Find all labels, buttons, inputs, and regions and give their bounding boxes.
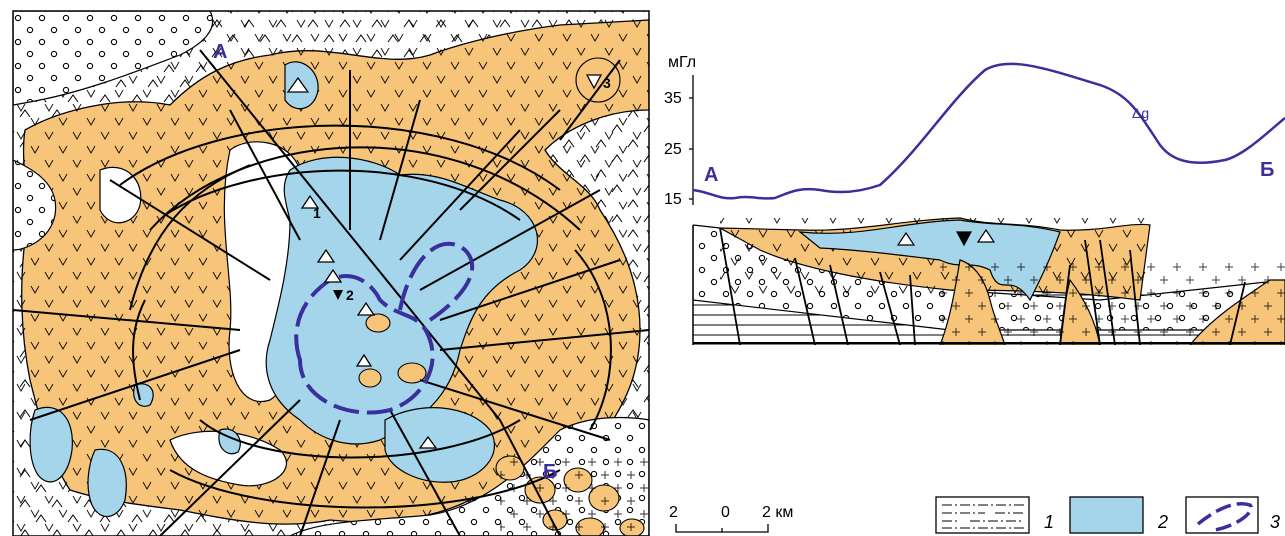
legend-number-1: 1 <box>1044 512 1054 532</box>
plus-pattern-area <box>500 455 649 536</box>
well-markers <box>286 76 438 449</box>
section-wells <box>896 228 996 247</box>
legend: 1 2 3 <box>935 496 1280 534</box>
well-markers-black <box>333 74 603 300</box>
legend-swatch-1 <box>935 496 1030 534</box>
legend-number-2: 2 <box>1157 512 1168 532</box>
curve-label: Δg <box>1132 105 1149 121</box>
scale-center: 0 <box>721 504 730 521</box>
section-faults <box>719 227 1246 345</box>
y-tick-25: 25 <box>664 141 682 158</box>
legend-pattern-1 <box>942 504 1024 529</box>
well-1-label: 1 <box>313 205 321 221</box>
legend-pattern-3 <box>1196 502 1253 532</box>
legend-item-1: 1 <box>935 496 1054 534</box>
delta-g-curve <box>692 62 1285 200</box>
scale-right: 2 км <box>762 504 793 521</box>
cross-section <box>693 217 1285 345</box>
profile-start-label: А <box>213 41 227 63</box>
geologic-map: А Б 1 2 3 <box>13 11 649 536</box>
sediment-top-left-pattern <box>13 11 213 105</box>
section-end-label: Б <box>1260 159 1274 181</box>
legend-item-3: 3 <box>1185 496 1280 534</box>
y-tick-15: 15 <box>664 191 682 208</box>
scale-bar: 2 0 2 км <box>669 504 793 533</box>
ring-faults <box>119 124 612 509</box>
y-axis <box>689 75 694 205</box>
gravity-profile: мГл 35 25 15 Δg А Б <box>664 54 1285 345</box>
scale-line <box>675 524 769 533</box>
map-frame <box>12 10 650 536</box>
section-start-label: А <box>704 164 718 186</box>
caldera-boundary <box>294 241 475 415</box>
sediment-left-pattern <box>13 160 56 250</box>
radial-faults <box>13 49 649 536</box>
profile-end-label: Б <box>543 461 557 483</box>
legend-number-3: 3 <box>1270 512 1280 532</box>
legend-swatch-2 <box>1069 496 1144 534</box>
well-2-label: 2 <box>346 287 354 303</box>
white-window-left <box>99 166 142 224</box>
y-tick-35: 35 <box>664 90 682 107</box>
legend-item-2: 2 <box>1069 496 1168 534</box>
well-3-label: 3 <box>603 75 611 91</box>
scale-left: 2 <box>669 504 678 521</box>
y-unit-label: мГл <box>668 54 696 71</box>
